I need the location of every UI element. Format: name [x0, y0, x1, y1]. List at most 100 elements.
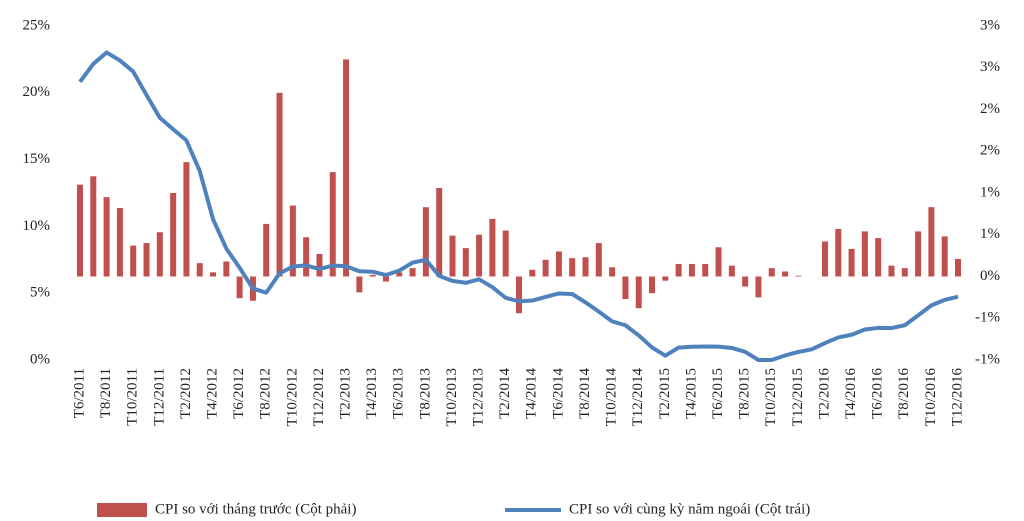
bar — [196, 263, 203, 277]
bar — [276, 92, 283, 277]
bar — [263, 223, 270, 277]
x-tick-label: T12/2012 — [311, 368, 327, 426]
legend-swatch — [97, 503, 147, 517]
bar — [901, 268, 908, 277]
bar — [915, 231, 922, 277]
x-tick-label: T6/2016 — [870, 368, 886, 419]
bar — [768, 268, 775, 277]
bar — [662, 276, 669, 281]
bar — [888, 265, 895, 277]
bar — [622, 276, 629, 300]
y2-tick-label: 0% — [980, 268, 1000, 284]
bar — [143, 243, 150, 277]
bar — [742, 276, 749, 287]
legend-label: CPI so với tháng trước (Cột phải) — [155, 501, 356, 517]
x-tick-label: T6/2011 — [71, 368, 87, 418]
x-tick-label: T8/2014 — [577, 368, 593, 419]
bar — [369, 274, 376, 277]
bar — [649, 276, 656, 294]
bar — [156, 232, 163, 277]
bar — [462, 248, 469, 277]
bar — [582, 257, 589, 277]
bar — [821, 241, 828, 277]
bar — [875, 238, 882, 277]
x-tick-label: T10/2011 — [125, 368, 141, 426]
x-tick-label: T12/2013 — [471, 368, 487, 426]
x-tick-label: T8/2013 — [417, 368, 433, 419]
y-tick-label: 15% — [23, 151, 51, 167]
bar — [529, 269, 536, 277]
x-tick-label: T4/2013 — [364, 368, 380, 419]
bar — [782, 271, 789, 277]
bar — [396, 272, 403, 277]
x-tick-label: T4/2014 — [524, 368, 540, 419]
bar — [116, 208, 123, 277]
bar — [609, 267, 616, 277]
bar — [236, 276, 243, 299]
x-tick-label: T10/2014 — [604, 368, 620, 427]
x-tick-label: T6/2013 — [391, 368, 407, 419]
y-tick-label: 10% — [23, 218, 51, 234]
bar — [941, 236, 948, 277]
bar — [183, 162, 190, 277]
x-tick-label: T10/2016 — [923, 368, 939, 427]
bar — [861, 231, 868, 277]
bar — [422, 207, 429, 277]
x-tick-label: T8/2015 — [737, 368, 753, 419]
y-tick-label: 25% — [23, 17, 51, 33]
x-tick-label: T8/2011 — [98, 368, 114, 418]
legend-label: CPI so với cùng kỳ năm ngoái (Cột trái) — [569, 501, 810, 517]
bar — [502, 230, 509, 277]
bar — [795, 275, 802, 277]
bar — [77, 184, 83, 277]
x-tick-label: T2/2012 — [178, 368, 194, 419]
bar — [103, 197, 110, 277]
bar — [289, 205, 296, 277]
x-tick-label: T4/2015 — [683, 368, 699, 419]
bar — [409, 268, 416, 277]
y2-tick-label: 2% — [980, 101, 1000, 117]
x-tick-label: T12/2015 — [790, 368, 806, 426]
bar — [449, 235, 456, 277]
line — [78, 50, 959, 362]
x-tick-label: T6/2015 — [710, 368, 726, 419]
x-tick-label: T2/2013 — [337, 368, 353, 419]
y-tick-label: 20% — [23, 84, 51, 100]
bar — [715, 247, 722, 277]
bar — [569, 258, 576, 277]
x-tick-label: T2/2015 — [657, 368, 673, 419]
y2-tick-label: 1% — [980, 184, 1000, 200]
x-tick-label: T4/2012 — [204, 368, 220, 419]
bar — [955, 258, 961, 277]
bar — [702, 263, 709, 277]
bar — [555, 251, 562, 277]
x-tick-label: T12/2011 — [151, 368, 167, 426]
y2-tick-label: 1% — [980, 226, 1000, 242]
x-tick-label: T10/2012 — [284, 368, 300, 426]
bar — [848, 248, 855, 277]
bar — [516, 276, 522, 314]
bar — [635, 276, 642, 309]
x-tick-label: T10/2015 — [763, 368, 779, 426]
bar — [329, 172, 336, 277]
bar — [316, 253, 323, 277]
y2-tick-label: 3% — [980, 17, 1000, 33]
bar — [928, 207, 935, 277]
bar — [210, 272, 217, 277]
x-tick-label: T4/2016 — [843, 368, 859, 419]
x-tick-label: T6/2014 — [550, 368, 566, 419]
bar — [688, 263, 695, 277]
x-tick-label: T12/2014 — [630, 368, 646, 427]
x-tick-label: T12/2016 — [949, 368, 965, 427]
bar — [728, 265, 735, 277]
bar — [436, 187, 443, 277]
y-tick-label: 0% — [30, 351, 50, 367]
y2-tick-label: 3% — [980, 59, 1000, 75]
y2-tick-label: -1% — [975, 351, 1000, 367]
bar — [303, 237, 310, 277]
bar — [382, 276, 389, 282]
x-tick-label: T2/2016 — [816, 368, 832, 419]
bar — [170, 193, 177, 277]
bar — [356, 276, 363, 293]
